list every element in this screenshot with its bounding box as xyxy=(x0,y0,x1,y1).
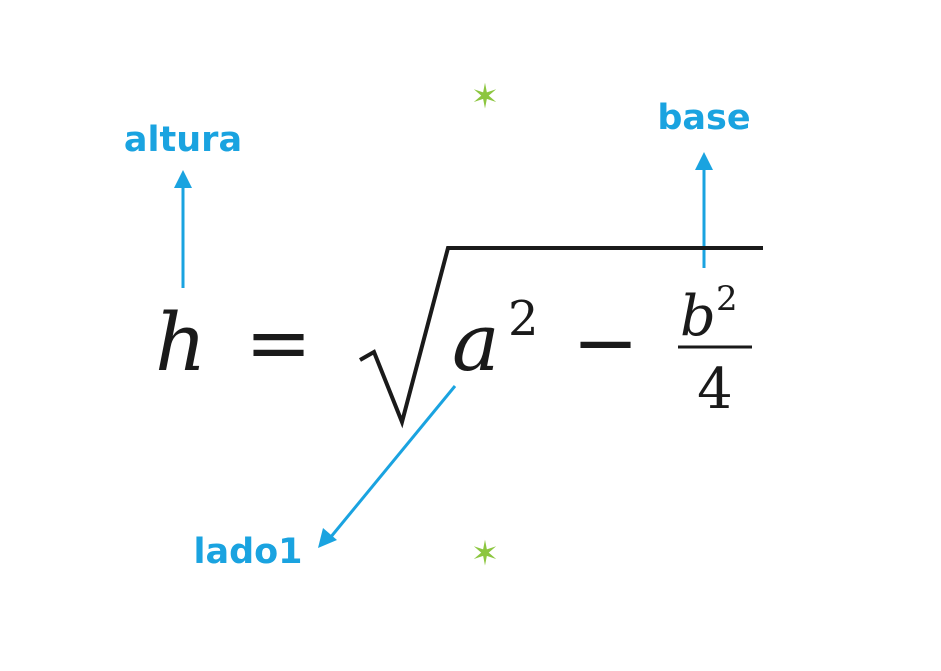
radical-sign xyxy=(359,246,763,429)
arrow-lado1 xyxy=(318,385,457,548)
formula-b-exponent: 2 xyxy=(716,279,738,319)
formula-h: h xyxy=(155,296,207,389)
formula-denominator: 4 xyxy=(697,357,733,422)
formula-equals: = xyxy=(245,296,312,389)
marker-bottom-icon: ✶ xyxy=(471,534,500,574)
marker-top-icon: ✶ xyxy=(471,77,500,117)
formula-b: b xyxy=(680,284,716,349)
formula-minus: − xyxy=(572,296,639,389)
formula-a: a xyxy=(452,296,500,389)
arrow-base xyxy=(695,152,713,268)
formula: h = a 2 − b 2 4 xyxy=(155,246,763,429)
label-altura: altura xyxy=(124,120,242,160)
arrow-altura xyxy=(174,170,192,288)
formula-a-exponent: 2 xyxy=(508,291,539,347)
label-base: base xyxy=(657,98,750,138)
label-lado1: lado1 xyxy=(193,532,302,572)
